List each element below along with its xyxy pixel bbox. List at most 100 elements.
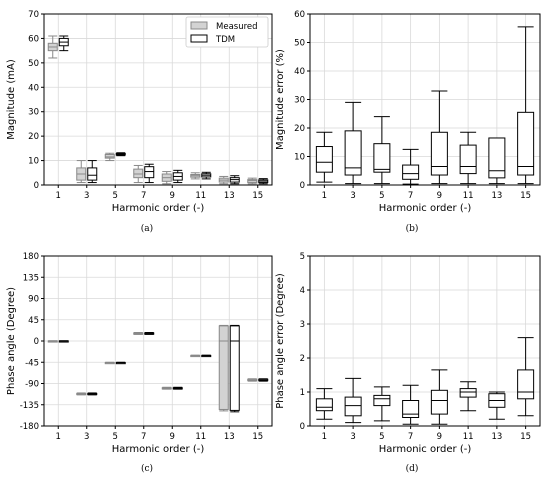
box-measured-11: [190, 172, 201, 180]
box-tdm-9: [172, 386, 183, 390]
panel-caption: (c): [141, 463, 153, 474]
y-tick-label: 40: [294, 67, 305, 77]
box-error-11: [459, 131, 477, 185]
box-body: [430, 131, 448, 176]
box-measured-15: [247, 177, 258, 185]
x-tick-label: 1: [322, 432, 327, 442]
x-axis-label: Harmonic order (-): [379, 203, 472, 214]
y-tick-label: -180: [20, 422, 39, 432]
y-tick-label: -45: [25, 358, 39, 368]
y-axis-label: Phase angle (Degree): [6, 287, 17, 395]
box-error-15: [517, 337, 535, 417]
x-tick-label: 9: [437, 432, 442, 442]
x-tick-label: 3: [84, 191, 89, 201]
box-measured-5: [104, 152, 115, 162]
box-tdm-3: [87, 160, 98, 184]
box-error-3: [344, 377, 362, 424]
box-error-13: [488, 391, 506, 420]
x-tick-label: 7: [141, 432, 146, 442]
box-error-13: [488, 137, 506, 185]
box-body: [517, 111, 535, 176]
x-tick-label: 5: [379, 191, 384, 201]
box-tdm-1: [58, 35, 69, 52]
box-tdm-11: [201, 171, 212, 180]
box-body: [459, 388, 477, 398]
y-tick-label: 1: [300, 388, 305, 398]
box-body: [218, 325, 229, 410]
y-tick-label: 60: [28, 34, 39, 44]
x-axis-label: Harmonic order (-): [112, 203, 205, 214]
box-body: [373, 394, 391, 407]
box-tdm-13: [229, 324, 240, 413]
panel-caption: (a): [141, 223, 153, 234]
box-body: [315, 146, 333, 173]
box-error-3: [344, 101, 362, 185]
x-tick-label: 1: [56, 432, 61, 442]
x-tick-label: 5: [113, 432, 118, 442]
box-error-7: [402, 148, 420, 185]
legend: Measured TDM: [185, 16, 269, 48]
box-measured-13: [218, 324, 229, 412]
box-body: [344, 130, 362, 176]
y-tick-label: 0: [34, 337, 39, 347]
x-axis-label: Harmonic order (-): [379, 444, 472, 455]
x-tick-label: 13: [491, 191, 502, 201]
y-tick-label: 45: [28, 316, 39, 326]
x-tick-label: 3: [350, 432, 355, 442]
legend-label: TDM: [215, 35, 235, 45]
y-tick-label: 0: [34, 181, 39, 191]
box-measured-3: [76, 392, 87, 396]
x-tick-label: 5: [379, 432, 384, 442]
x-tick-label: 15: [252, 191, 263, 201]
box-body: [229, 325, 240, 411]
box-body: [373, 143, 391, 173]
box-body: [315, 398, 333, 412]
box-tdm-3: [87, 392, 98, 396]
plot-frame: [309, 255, 541, 427]
y-tick-label: 20: [28, 132, 39, 142]
box-measured-13: [218, 175, 229, 185]
y-axis-label: Magnitude error (%): [275, 49, 286, 150]
box-error-1: [315, 388, 333, 420]
x-tick-label: 15: [520, 432, 531, 442]
panel-caption: (b): [406, 223, 419, 234]
x-axis-label: Harmonic order (-): [112, 444, 205, 455]
y-tick-label: 30: [294, 96, 305, 106]
box-body: [402, 164, 420, 180]
x-tick-label: 11: [195, 191, 206, 201]
x-tick-label: 15: [252, 432, 263, 442]
panel-caption: (d): [406, 463, 419, 474]
legend-label: Measured: [216, 22, 258, 32]
x-tick-label: 13: [224, 191, 235, 201]
box-measured-7: [133, 164, 144, 184]
box-measured-1: [47, 35, 58, 59]
x-tick-label: 11: [463, 432, 474, 442]
y-tick-label: 0: [300, 422, 305, 432]
box-body: [87, 167, 98, 181]
box-tdm-5: [115, 152, 126, 157]
box-error-11: [459, 381, 477, 412]
y-tick-label: 50: [28, 59, 39, 69]
x-tick-label: 3: [350, 191, 355, 201]
box-body: [344, 396, 362, 417]
box-tdm-11: [201, 354, 212, 358]
y-tick-label: 135: [23, 273, 39, 283]
y-tick-label: -135: [20, 401, 39, 411]
box-body: [430, 389, 448, 415]
y-tick-label: 70: [28, 10, 39, 20]
y-tick-label: 3: [300, 320, 305, 330]
y-tick-label: 60: [294, 10, 305, 20]
legend-swatch: [190, 34, 208, 43]
box-error-5: [373, 116, 391, 185]
y-tick-label: 4: [300, 286, 305, 296]
box-body: [517, 369, 535, 400]
x-tick-label: 7: [408, 191, 413, 201]
y-tick-label: 50: [294, 39, 305, 49]
x-tick-label: 9: [170, 432, 175, 442]
box-body: [488, 137, 506, 179]
box-tdm-7: [144, 332, 155, 335]
